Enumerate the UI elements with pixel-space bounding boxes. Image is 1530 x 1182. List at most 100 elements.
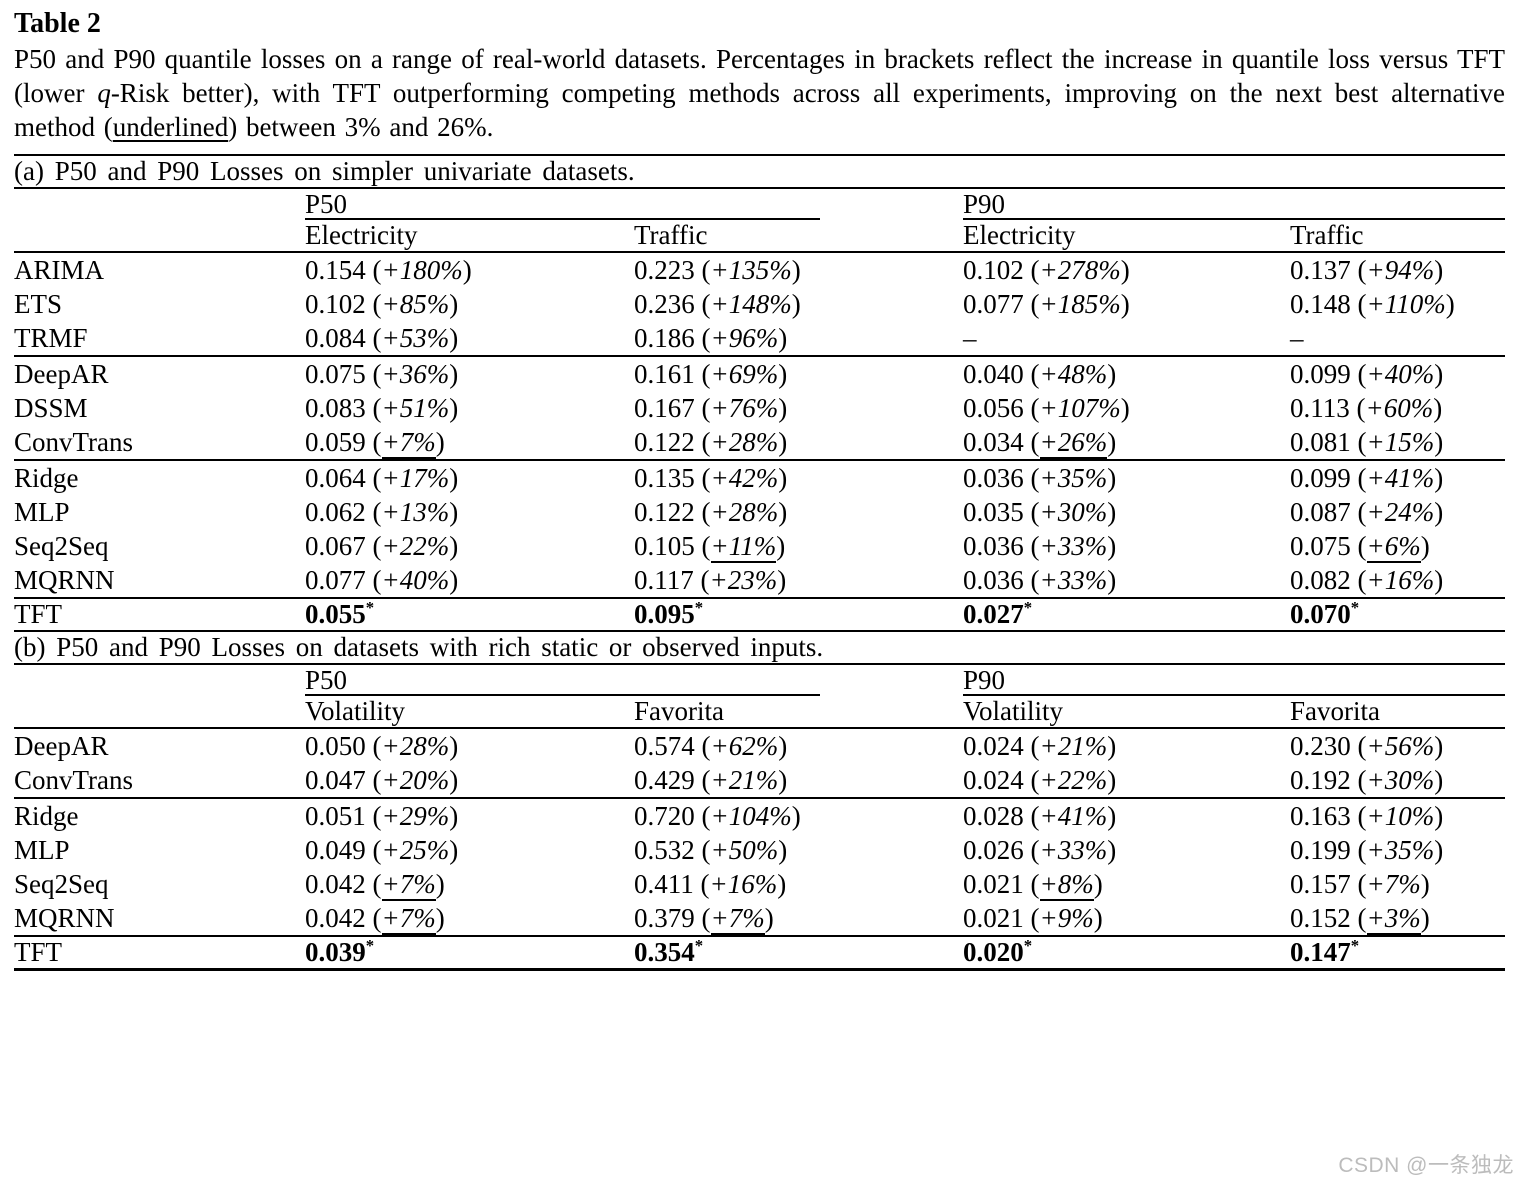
value-cell: – (963, 323, 977, 353)
metric-value: 0.051 (305, 801, 366, 831)
percent-increase: +33% (1039, 565, 1108, 595)
metric-value: 0.411 (634, 869, 694, 899)
metric-value: 0.049 (305, 835, 366, 865)
best-metric-value: 0.354* (634, 936, 704, 967)
significance-star: * (694, 936, 704, 955)
section-label: (b) P50 and P90 Losses on datasets with … (14, 632, 1506, 665)
table-row: Seq2Seq 0.067 (+22%) 0.105 (+11%) 0.036 (+3… (14, 529, 1505, 563)
significance-star: * (1350, 598, 1360, 617)
section-header-row: (b) P50 and P90 Losses on datasets with … (14, 632, 1506, 665)
metric-value: 0.042 (305, 903, 366, 933)
value-cell: 0.035 (+30%) (963, 497, 1117, 527)
method-name-cell: TFT (14, 935, 305, 971)
section-header-row: (a) P50 and P90 Losses on simpler univar… (14, 154, 1506, 189)
metric-value: 0.113 (1290, 393, 1350, 423)
percent-increase: +94% (1366, 255, 1435, 285)
metric-value: 0.574 (634, 731, 695, 761)
metric-value: 0.087 (1290, 497, 1351, 527)
percent-increase: +21% (710, 765, 779, 795)
best-metric-value: 0.039* (305, 936, 375, 967)
table-row: TRMF 0.084 (+53%) 0.186 (+96%) – – (14, 321, 1505, 356)
value-cell: 0.036 (+35%) (963, 459, 1290, 495)
metric-value: 0.077 (305, 565, 366, 595)
dataset-column-header: Traffic (634, 220, 963, 253)
percent-increase: +69% (710, 359, 779, 389)
metric-value: 0.163 (1290, 801, 1351, 831)
table-row: ConvTrans 0.059 (+7%) 0.122 (+28%) 0.034 (+… (14, 425, 1505, 460)
value-cell: 0.113 (+60%) (1290, 393, 1443, 423)
metric-value: 0.429 (634, 765, 695, 795)
best-value-cell: 0.039* (305, 935, 634, 971)
metric-value: 0.059 (305, 427, 366, 457)
metric-value: 0.036 (963, 531, 1024, 561)
value-cell: 0.077 (+185%) (963, 289, 1130, 319)
percent-increase: +41% (1039, 801, 1108, 831)
metric-value: 0.050 (305, 731, 366, 761)
metric-value: 0.047 (305, 765, 366, 795)
dataset-column-header: Electricity (963, 220, 1290, 253)
metric-value: 0.036 (963, 463, 1024, 493)
percent-increase: +42% (710, 463, 779, 493)
group-header-p90: P90 (963, 188, 1506, 220)
best-metric-value: 0.095* (634, 598, 704, 629)
value-cell: 0.047 (+20%) (305, 765, 459, 795)
percent-increase: +13% (381, 497, 450, 527)
percent-increase: +23% (709, 565, 778, 595)
caption-q-italic: q (97, 78, 111, 108)
best-value-cell: 0.070* (1290, 597, 1506, 632)
percent-increase: +17% (381, 463, 450, 493)
value-cell: 0.157 (+7%) (1290, 869, 1430, 899)
method-name-cell: TFT (14, 597, 305, 632)
value-cell: 0.087 (+24%) (1290, 497, 1444, 527)
percent-increase: +16% (709, 869, 778, 899)
dataset-column-header: Electricity (305, 220, 634, 253)
best-value-cell: 0.020* (963, 935, 1290, 971)
value-cell: 0.099 (+40%) (1290, 355, 1506, 391)
metric-value: 0.167 (634, 393, 695, 423)
metric-value: 0.082 (1290, 565, 1351, 595)
metric-value: 0.084 (305, 323, 366, 353)
dataset-column-header: Traffic (1290, 220, 1506, 253)
method-name-cell: MQRNN (14, 903, 115, 933)
value-cell: 0.049 (+25%) (305, 835, 459, 865)
caption-text-1: P50 and P90 quantile losses on a range o… (14, 44, 1505, 108)
column-header-row: Electricity Traffic Electricity Traffic (14, 220, 1506, 253)
results-tables-container: (a) P50 and P90 Losses on simpler univar… (14, 154, 1506, 971)
empty-cell (14, 664, 305, 696)
percent-increase: +48% (1039, 359, 1108, 389)
value-cell: 0.051 (+29%) (305, 797, 634, 833)
significance-star: * (1023, 598, 1033, 617)
value-cell: 0.024 (+21%) (963, 727, 1290, 763)
significance-star: * (365, 598, 375, 617)
metric-value: 0.102 (305, 289, 366, 319)
value-cell: 0.122 (+28%) (634, 497, 788, 527)
best-metric-value: 0.055* (305, 598, 375, 629)
method-name-cell: ConvTrans (14, 765, 134, 795)
value-cell: 0.167 (+76%) (634, 393, 788, 423)
dataset-column-header: Favorita (634, 696, 963, 729)
metric-value: 0.223 (634, 255, 695, 285)
metric-value: 0.040 (963, 359, 1024, 389)
results-table-a: (a) P50 and P90 Losses on simpler univar… (14, 154, 1506, 632)
value-cell: 0.056 (+107%) (963, 393, 1130, 423)
method-name-cell: Seq2Seq (14, 869, 109, 899)
percent-increase: +40% (381, 565, 450, 595)
metric-value: 0.028 (963, 801, 1024, 831)
significance-star: * (1350, 936, 1360, 955)
percent-increase: +22% (1039, 765, 1108, 795)
table-row: Ridge 0.051 (+29%) 0.720 (+104%) 0.028 (+41… (14, 797, 1506, 833)
best-value-cell: 0.095* (634, 597, 963, 632)
best-value-cell: 0.147* (1290, 935, 1506, 971)
metric-value: 0.199 (1290, 835, 1351, 865)
percent-increase: +56% (1366, 731, 1435, 761)
percent-increase: +3% (1366, 903, 1421, 935)
percent-increase: +28% (710, 497, 779, 527)
percent-increase: +148% (710, 289, 792, 319)
metric-value: 0.117 (634, 565, 694, 595)
percent-increase: +28% (710, 427, 779, 457)
value-cell: 0.574 (+62%) (634, 727, 963, 763)
table-row: MQRNN 0.077 (+40%) 0.117 (+23%) 0.036 (+33%… (14, 563, 1505, 598)
method-name-cell: DeepAR (14, 355, 305, 391)
value-cell: 0.062 (+13%) (305, 497, 459, 527)
percent-increase: +30% (1366, 765, 1435, 795)
